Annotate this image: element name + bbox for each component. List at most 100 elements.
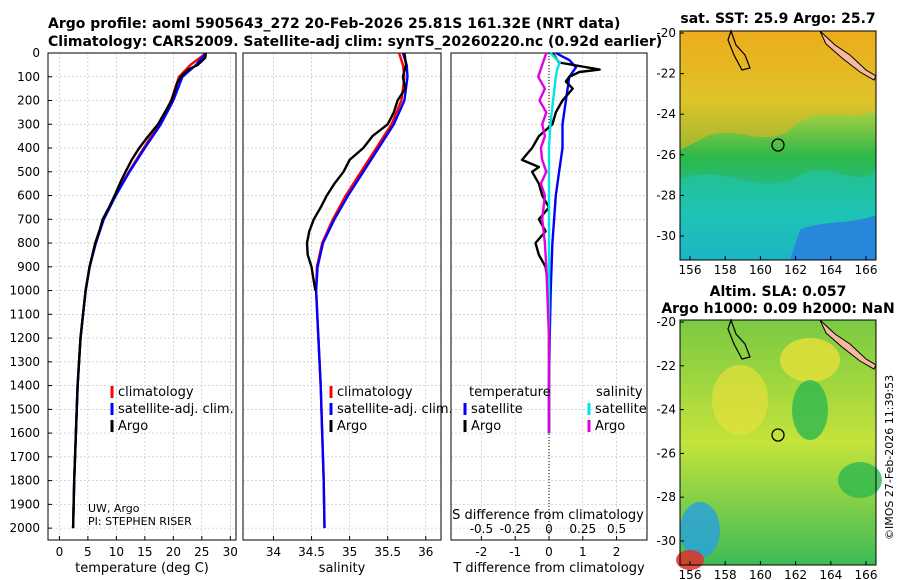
difference-panel: -2 -1 0 1 2 -0.5 -0.25 0 0.25 0.5 S difference f… [450, 51, 648, 576]
map-lat-label: -24 [656, 107, 676, 121]
x-tick-label: 25 [194, 545, 209, 559]
difference-legend: temperature satellite Argo salinity sate… [463, 385, 647, 434]
sla-high-patch [712, 365, 768, 435]
y-tick-label: 600 [17, 189, 40, 203]
series-line-salinity-satellite [547, 52, 561, 434]
map-lat-label: -22 [656, 359, 676, 373]
y-tick-label: 1300 [9, 355, 40, 369]
map-lat-label: -24 [656, 403, 676, 417]
x-tick-label: 34 [266, 545, 281, 559]
temperature-axes-box [47, 52, 237, 541]
series-line-salinity-argo [537, 52, 551, 434]
argo-location-marker [771, 138, 785, 152]
legend-temp-satellite: satellite [471, 402, 523, 417]
salinity-axes-box [242, 52, 442, 541]
series-line-argo [71, 52, 207, 529]
copyright: ©IMOS 27-Feb-2026 11:39:53 [883, 375, 896, 540]
y-tick-label: 1000 [9, 284, 40, 298]
series-line-satellite-adj-clim- [314, 52, 409, 529]
temperature-legend: climatology satellite-adj. clim. Argo [110, 385, 234, 434]
y-tick-label: 1500 [9, 402, 40, 416]
s-diff-tick-label: -0.5 [470, 522, 493, 536]
series-line-temperature-argo [520, 52, 601, 434]
y-tick-label: 1600 [9, 426, 40, 440]
map-lon-label: 160 [749, 263, 772, 277]
salinity-diff-xlabel: S difference from climatology [452, 508, 644, 523]
s-diff-tick-label: 0.25 [569, 522, 596, 536]
island [819, 30, 877, 81]
x-tick-label: 10 [109, 545, 124, 559]
legend-sal-argo: Argo [595, 419, 625, 434]
sla-cold-patch [680, 502, 720, 558]
legend-climatology: climatology [118, 385, 194, 400]
x-tick-label: 20 [166, 545, 181, 559]
sla-low-patch [792, 380, 828, 440]
y-tick-label: 200 [17, 94, 40, 108]
map-lat-label: -30 [656, 229, 676, 243]
sst-map-frame [679, 30, 877, 261]
pi-credit: PI: STEPHEN RISER [88, 515, 192, 528]
map-lon-label: 164 [819, 568, 842, 580]
x-tick-label: -2 [475, 545, 487, 559]
salinity-xlabel: salinity [319, 561, 366, 576]
map-lat-label: -22 [656, 67, 676, 81]
sla-high-patch [780, 338, 840, 382]
y-tick-label: 1200 [9, 331, 40, 345]
y-tick-label: 500 [17, 165, 40, 179]
y-tick-label: 700 [17, 212, 40, 226]
x-tick-label: 35 [342, 545, 357, 559]
map-lon-label: 158 [714, 568, 737, 580]
sla-map-title-1: Altim. SLA: 0.057 [710, 284, 847, 300]
salinity-panel: 34 34.5 35 35.5 36 salinity climatology sate… [242, 52, 453, 576]
legend-temp-argo: Argo [471, 419, 501, 434]
y-tick-label: 800 [17, 236, 40, 250]
temperature-panel: 0100200300400500600700800900100011001200… [9, 46, 237, 576]
title-line-2: Climatology: CARS2009. Satellite-adj cli… [48, 34, 662, 50]
sst-warm-region [680, 31, 876, 150]
series-line-argo [305, 52, 408, 291]
legend-salinity-title: salinity [596, 385, 643, 400]
y-tick-label: 400 [17, 141, 40, 155]
coastline [727, 29, 751, 71]
y-tick-label: 1800 [9, 474, 40, 488]
x-tick-label: 36 [418, 545, 433, 559]
s-diff-tick-label: 0 [545, 522, 553, 536]
map-lat-label: -26 [656, 446, 676, 460]
map-lon-label: 166 [855, 568, 878, 580]
sla-map: Altim. SLA: 0.057 Argo h1000: 0.09 h2000… [656, 284, 894, 580]
map-lat-label: -26 [656, 148, 676, 162]
x-tick-label: 2 [613, 545, 621, 559]
y-tick-label: 2000 [9, 521, 40, 535]
coastline [727, 318, 751, 360]
legend-sal-satellite: satellite [595, 402, 647, 417]
x-tick-label: 35.5 [374, 545, 401, 559]
argo-location-marker [771, 428, 785, 442]
y-tick-label: 0 [32, 46, 40, 60]
temperature-diff-xlabel: T difference from climatology [452, 561, 645, 576]
sla-map-frame [679, 319, 877, 566]
map-lon-label: 162 [784, 263, 807, 277]
legend-satellite: satellite-adj. clim. [118, 402, 234, 417]
x-tick-label: 5 [84, 545, 92, 559]
sst-cold-patch [790, 215, 876, 260]
map-lat-label: -20 [656, 315, 676, 329]
island [819, 319, 877, 370]
x-tick-label: 0 [545, 545, 553, 559]
y-tick-label: 1400 [9, 379, 40, 393]
legend-satellite: satellite-adj. clim. [337, 402, 453, 417]
x-tick-label: 0 [56, 545, 64, 559]
x-tick-label: 15 [137, 545, 152, 559]
map-lat-label: -28 [656, 490, 676, 504]
map-lon-label: 156 [679, 263, 702, 277]
x-tick-label: -1 [509, 545, 521, 559]
x-tick-label: 1 [579, 545, 587, 559]
map-lon-label: 164 [819, 263, 842, 277]
legend-temperature-title: temperature [469, 385, 551, 400]
map-lon-label: 160 [749, 568, 772, 580]
map-lon-label: 156 [679, 568, 702, 580]
map-lon-label: 166 [855, 263, 878, 277]
x-tick-label: 30 [223, 545, 238, 559]
map-lat-label: -30 [656, 534, 676, 548]
sst-map: sat. SST: 25.9 Argo: 25.7 156 158 160 162 16… [656, 11, 877, 277]
legend-argo: Argo [118, 419, 148, 434]
